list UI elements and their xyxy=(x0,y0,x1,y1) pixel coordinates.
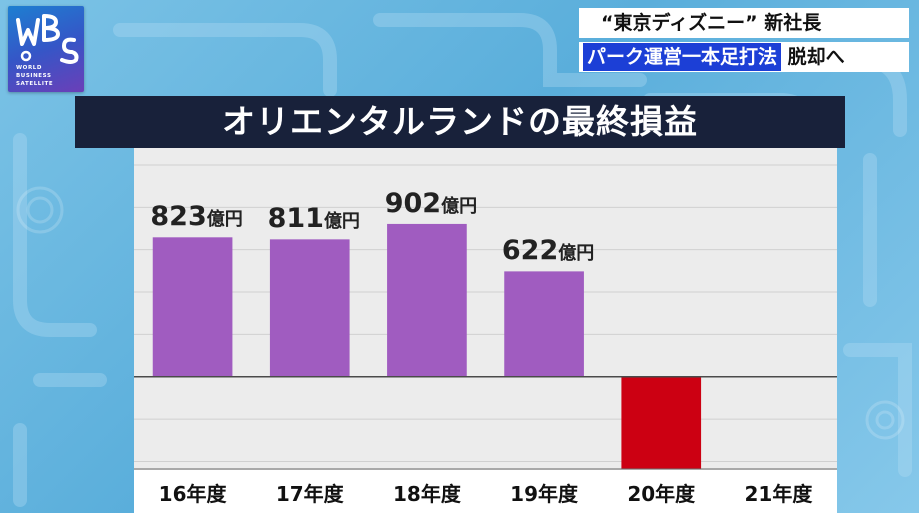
chart-title: オリエンタルランドの最終損益 xyxy=(75,96,845,148)
bar-chart xyxy=(134,148,837,470)
headline-highlight: パーク運営一本足打法 xyxy=(583,43,782,71)
x-tick-label: 18年度 xyxy=(392,482,461,506)
plot-background xyxy=(134,148,837,470)
bar xyxy=(621,376,702,469)
logo-subtitle: WORLD BUSINESS SATELLITE xyxy=(16,64,82,88)
bar xyxy=(504,271,584,377)
headline-rest: 脱却へ xyxy=(787,46,845,68)
data-label: 811億円 xyxy=(267,203,360,235)
x-tick-label: 16年度 xyxy=(158,482,227,506)
data-label: 902億円 xyxy=(384,187,478,219)
bar xyxy=(387,223,467,377)
x-tick-label: 19年度 xyxy=(510,482,578,506)
logo-sub-line-2: BUSINESS xyxy=(16,73,52,79)
category-axis: 16年度 17年度 18年度 19年度 20年度 21年度 xyxy=(134,470,837,513)
bar xyxy=(152,237,233,377)
logo-sub-line-3: SATELLITE xyxy=(16,81,54,87)
x-tick-label: 17年度 xyxy=(275,482,344,506)
bar xyxy=(269,239,350,377)
x-tick-label: 21年度 xyxy=(744,482,813,506)
data-label: 622億円 xyxy=(501,235,595,267)
headline-line-2: パーク運営一本足打法 脱却へ xyxy=(579,42,909,72)
logo-sub-line-1: WORLD xyxy=(16,65,43,71)
headline-line-1: “東京ディズニー” 新社長 xyxy=(579,8,909,38)
wbs-logo: WORLD BUSINESS SATELLITE xyxy=(8,6,84,92)
data-label: 823億円 xyxy=(150,201,243,233)
x-tick-label: 20年度 xyxy=(627,482,696,506)
